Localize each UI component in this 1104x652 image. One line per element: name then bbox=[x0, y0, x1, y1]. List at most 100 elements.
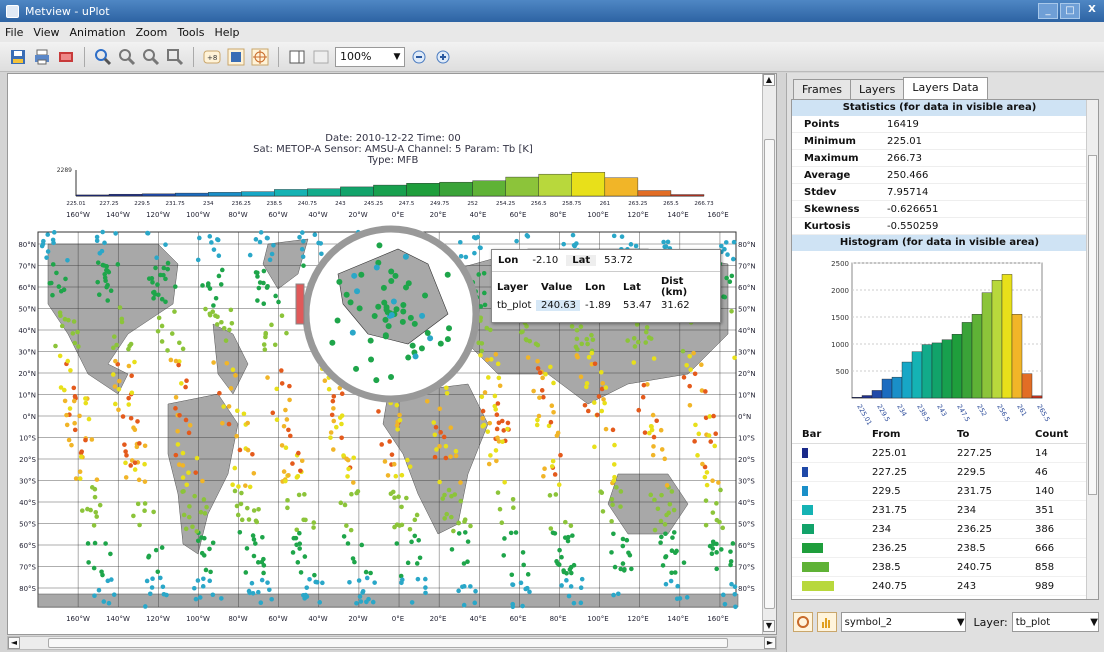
export-icon[interactable] bbox=[56, 47, 76, 67]
hist-bar bbox=[1031, 395, 1043, 399]
symbol-settings-icon[interactable] bbox=[793, 612, 813, 632]
zoom-in-icon[interactable] bbox=[93, 47, 113, 67]
data-point bbox=[417, 555, 423, 561]
data-point bbox=[273, 293, 278, 299]
data-point bbox=[394, 402, 400, 408]
zoom-level-select[interactable]: 100% ▼ bbox=[335, 46, 405, 67]
maximize-button[interactable]: □ bbox=[1060, 3, 1080, 19]
data-point bbox=[255, 270, 260, 276]
sidebar-toggle-icon[interactable] bbox=[287, 47, 307, 67]
data-point bbox=[159, 323, 165, 329]
data-point bbox=[509, 572, 515, 578]
hscroll-thumb[interactable] bbox=[48, 638, 728, 648]
scroll-left-icon[interactable]: ◄ bbox=[8, 637, 20, 649]
magnified-point bbox=[402, 253, 409, 260]
plot-area[interactable]: Date: 2010-12-22 Time: 00 Sat: METOP-A S… bbox=[7, 73, 777, 635]
table-row[interactable]: 238.5 240.75 858 bbox=[792, 558, 1087, 577]
table-row[interactable]: 227.25 229.5 46 bbox=[792, 463, 1087, 482]
data-point bbox=[671, 507, 677, 513]
zoom-back-icon[interactable] bbox=[117, 47, 137, 67]
tab-layers-data[interactable]: Layers Data bbox=[903, 77, 988, 99]
data-point bbox=[210, 592, 216, 598]
data-point bbox=[559, 583, 564, 588]
menu-zoom[interactable]: Zoom bbox=[135, 25, 168, 39]
scroll-down-icon[interactable]: ▼ bbox=[763, 620, 775, 632]
close-button[interactable]: X bbox=[1088, 4, 1096, 15]
menu-tools[interactable]: Tools bbox=[177, 25, 205, 39]
scroll-thumb[interactable] bbox=[764, 139, 775, 609]
data-point bbox=[251, 553, 257, 559]
top-lon-label: 100°E bbox=[587, 211, 608, 219]
data-point bbox=[706, 433, 712, 438]
data-point bbox=[405, 560, 411, 566]
plot-vertical-scrollbar[interactable]: ▲ ▼ bbox=[762, 74, 776, 634]
zoom-menu-icon[interactable] bbox=[165, 47, 185, 67]
layout-icon[interactable] bbox=[311, 47, 331, 67]
data-point bbox=[692, 371, 698, 377]
data-point bbox=[481, 270, 487, 276]
data-point bbox=[71, 398, 77, 404]
data-point bbox=[243, 483, 248, 488]
data-point bbox=[208, 569, 213, 575]
data-point bbox=[253, 541, 258, 546]
data-point bbox=[476, 272, 482, 277]
table-row[interactable]: 229.5 231.75 140 bbox=[792, 482, 1087, 501]
data-point bbox=[462, 519, 467, 524]
data-point bbox=[725, 252, 730, 257]
save-icon[interactable] bbox=[8, 47, 28, 67]
data-point bbox=[211, 360, 216, 365]
menu-file[interactable]: File bbox=[5, 25, 24, 39]
data-point bbox=[510, 496, 516, 502]
panel-scroll-thumb[interactable] bbox=[1088, 155, 1097, 495]
zoom-in-small-icon[interactable] bbox=[433, 47, 453, 67]
print-icon[interactable] bbox=[32, 47, 52, 67]
bottom-lon-label: 160°E bbox=[707, 615, 728, 623]
data-point bbox=[173, 452, 179, 458]
layer-select[interactable]: tb_plot ▼ bbox=[1011, 612, 1099, 632]
magnified-point bbox=[444, 336, 451, 343]
tab-frames[interactable]: Frames bbox=[793, 79, 852, 101]
stat-row: Skewness -0.626651 bbox=[792, 201, 1087, 218]
table-row[interactable]: 240.75 243 989 bbox=[792, 577, 1087, 596]
legend-value: 266.73 bbox=[694, 201, 714, 207]
data-point bbox=[255, 274, 260, 279]
data-point bbox=[263, 330, 269, 336]
symbol-select[interactable]: symbol_2 ▼ bbox=[840, 612, 966, 632]
data-point bbox=[265, 235, 270, 241]
data-point bbox=[496, 375, 502, 381]
zoom-forward-icon[interactable] bbox=[141, 47, 161, 67]
zoom-out-small-icon[interactable] bbox=[409, 47, 429, 67]
tab-layers[interactable]: Layers bbox=[850, 79, 905, 101]
data-point bbox=[199, 550, 205, 556]
data-point bbox=[452, 492, 458, 497]
data-point bbox=[511, 505, 516, 511]
menu-animation[interactable]: Animation bbox=[69, 25, 126, 39]
data-point bbox=[495, 435, 500, 441]
data-point bbox=[534, 422, 540, 428]
legend-bar bbox=[373, 184, 407, 197]
table-row[interactable]: 234 236.25 386 bbox=[792, 520, 1087, 539]
plot-horizontal-scrollbar[interactable]: ◄ ► bbox=[7, 636, 777, 650]
data-point bbox=[186, 430, 192, 436]
minimize-button[interactable]: _ bbox=[1038, 3, 1058, 19]
cursor-icon[interactable] bbox=[250, 47, 270, 67]
data-point bbox=[57, 353, 63, 359]
data-point bbox=[601, 397, 606, 402]
bottom-lon-label: 60°W bbox=[268, 615, 287, 623]
data-point bbox=[283, 407, 288, 413]
data-probe-icon[interactable] bbox=[226, 47, 246, 67]
data-point bbox=[590, 337, 596, 343]
table-row[interactable]: 231.75 234 351 bbox=[792, 501, 1087, 520]
table-row[interactable]: 236.25 238.5 666 bbox=[792, 539, 1087, 558]
histogram-settings-icon[interactable] bbox=[816, 612, 837, 632]
menu-view[interactable]: View bbox=[33, 25, 60, 39]
data-point bbox=[423, 576, 428, 582]
table-row[interactable]: 225.01 227.25 14 bbox=[792, 444, 1087, 463]
panel-vertical-scrollbar[interactable] bbox=[1086, 100, 1098, 599]
cell-from: 236.25 bbox=[872, 543, 907, 554]
menu-help[interactable]: Help bbox=[214, 25, 240, 39]
magnifier-icon[interactable]: +8 bbox=[202, 47, 222, 67]
bar-swatch-fill bbox=[802, 581, 834, 591]
scroll-up-icon[interactable]: ▲ bbox=[763, 74, 775, 86]
scroll-right-icon[interactable]: ► bbox=[764, 637, 776, 649]
